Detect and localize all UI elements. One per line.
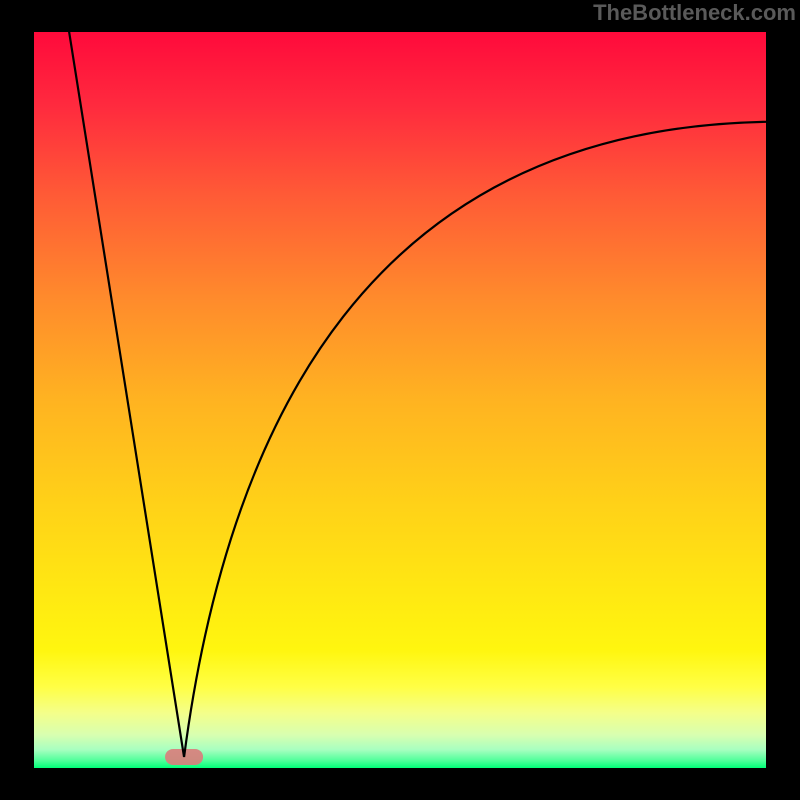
watermark-text: TheBottleneck.com (593, 0, 796, 26)
figure-canvas: TheBottleneck.com (0, 0, 800, 800)
bottleneck-curve (69, 32, 766, 757)
plot-area (34, 32, 766, 768)
chart-overlay (34, 32, 766, 768)
